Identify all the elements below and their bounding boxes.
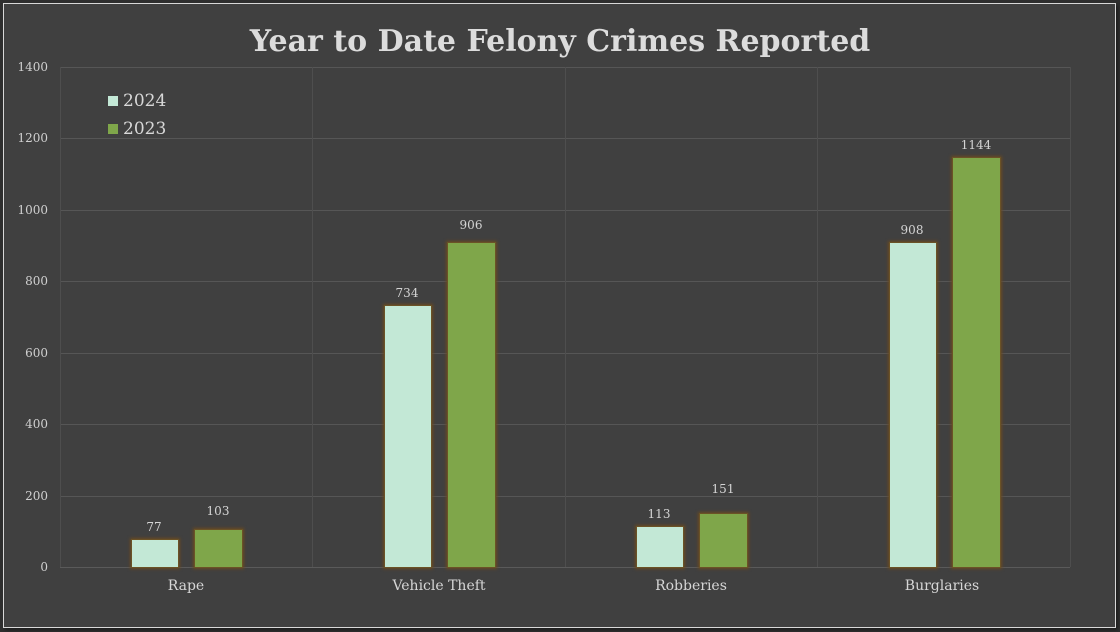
bar-2024-burglaries: [889, 242, 937, 568]
legend-label: 2024: [123, 91, 167, 111]
vgridline: [60, 67, 61, 567]
legend-swatch: [108, 96, 118, 106]
bar-2023-vehicle-theft: [447, 242, 496, 568]
chart-title: Year to Date Felony Crimes Reported: [249, 24, 871, 59]
vgridline: [1070, 67, 1071, 567]
data-label: 113: [647, 507, 671, 521]
chart-frame: [3, 3, 1116, 628]
bar-2023-burglaries: [952, 157, 1001, 568]
y-tick: 400: [25, 417, 48, 431]
vgridline: [312, 67, 313, 567]
bar-2024-robberies: [636, 526, 684, 568]
x-label-rape: Rape: [167, 578, 205, 594]
data-label: 77: [146, 520, 162, 534]
data-label: 151: [711, 482, 735, 496]
vgridline: [817, 67, 818, 567]
y-tick: 600: [25, 346, 48, 360]
bar-2024-vehicle-theft: [384, 305, 432, 568]
data-label: 906: [459, 218, 483, 232]
x-label-vehicle-theft: Vehicle Theft: [392, 578, 486, 594]
y-tick: 200: [25, 489, 48, 503]
legend: 2024 2023: [108, 87, 166, 143]
data-label: 103: [206, 504, 230, 518]
y-tick: 1200: [17, 131, 48, 145]
y-tick: 1000: [17, 203, 48, 217]
x-axis-line: [60, 567, 1070, 568]
x-label-burglaries: Burglaries: [904, 578, 980, 594]
legend-item-2023: 2023: [108, 115, 166, 143]
y-tick: 0: [40, 560, 48, 574]
bar-2023-robberies: [699, 513, 748, 568]
data-label: 908: [900, 223, 924, 237]
bar-2023-rape: [194, 529, 243, 568]
legend-label: 2023: [123, 119, 167, 139]
legend-item-2024: 2024: [108, 87, 166, 115]
y-tick: 1400: [17, 60, 48, 74]
bar-2024-rape: [131, 539, 179, 568]
data-label: 734: [395, 286, 419, 300]
legend-swatch: [108, 124, 118, 134]
y-tick: 800: [25, 274, 48, 288]
vgridline: [565, 67, 566, 567]
data-label: 1144: [960, 138, 992, 152]
x-label-robberies: Robberies: [655, 578, 727, 594]
